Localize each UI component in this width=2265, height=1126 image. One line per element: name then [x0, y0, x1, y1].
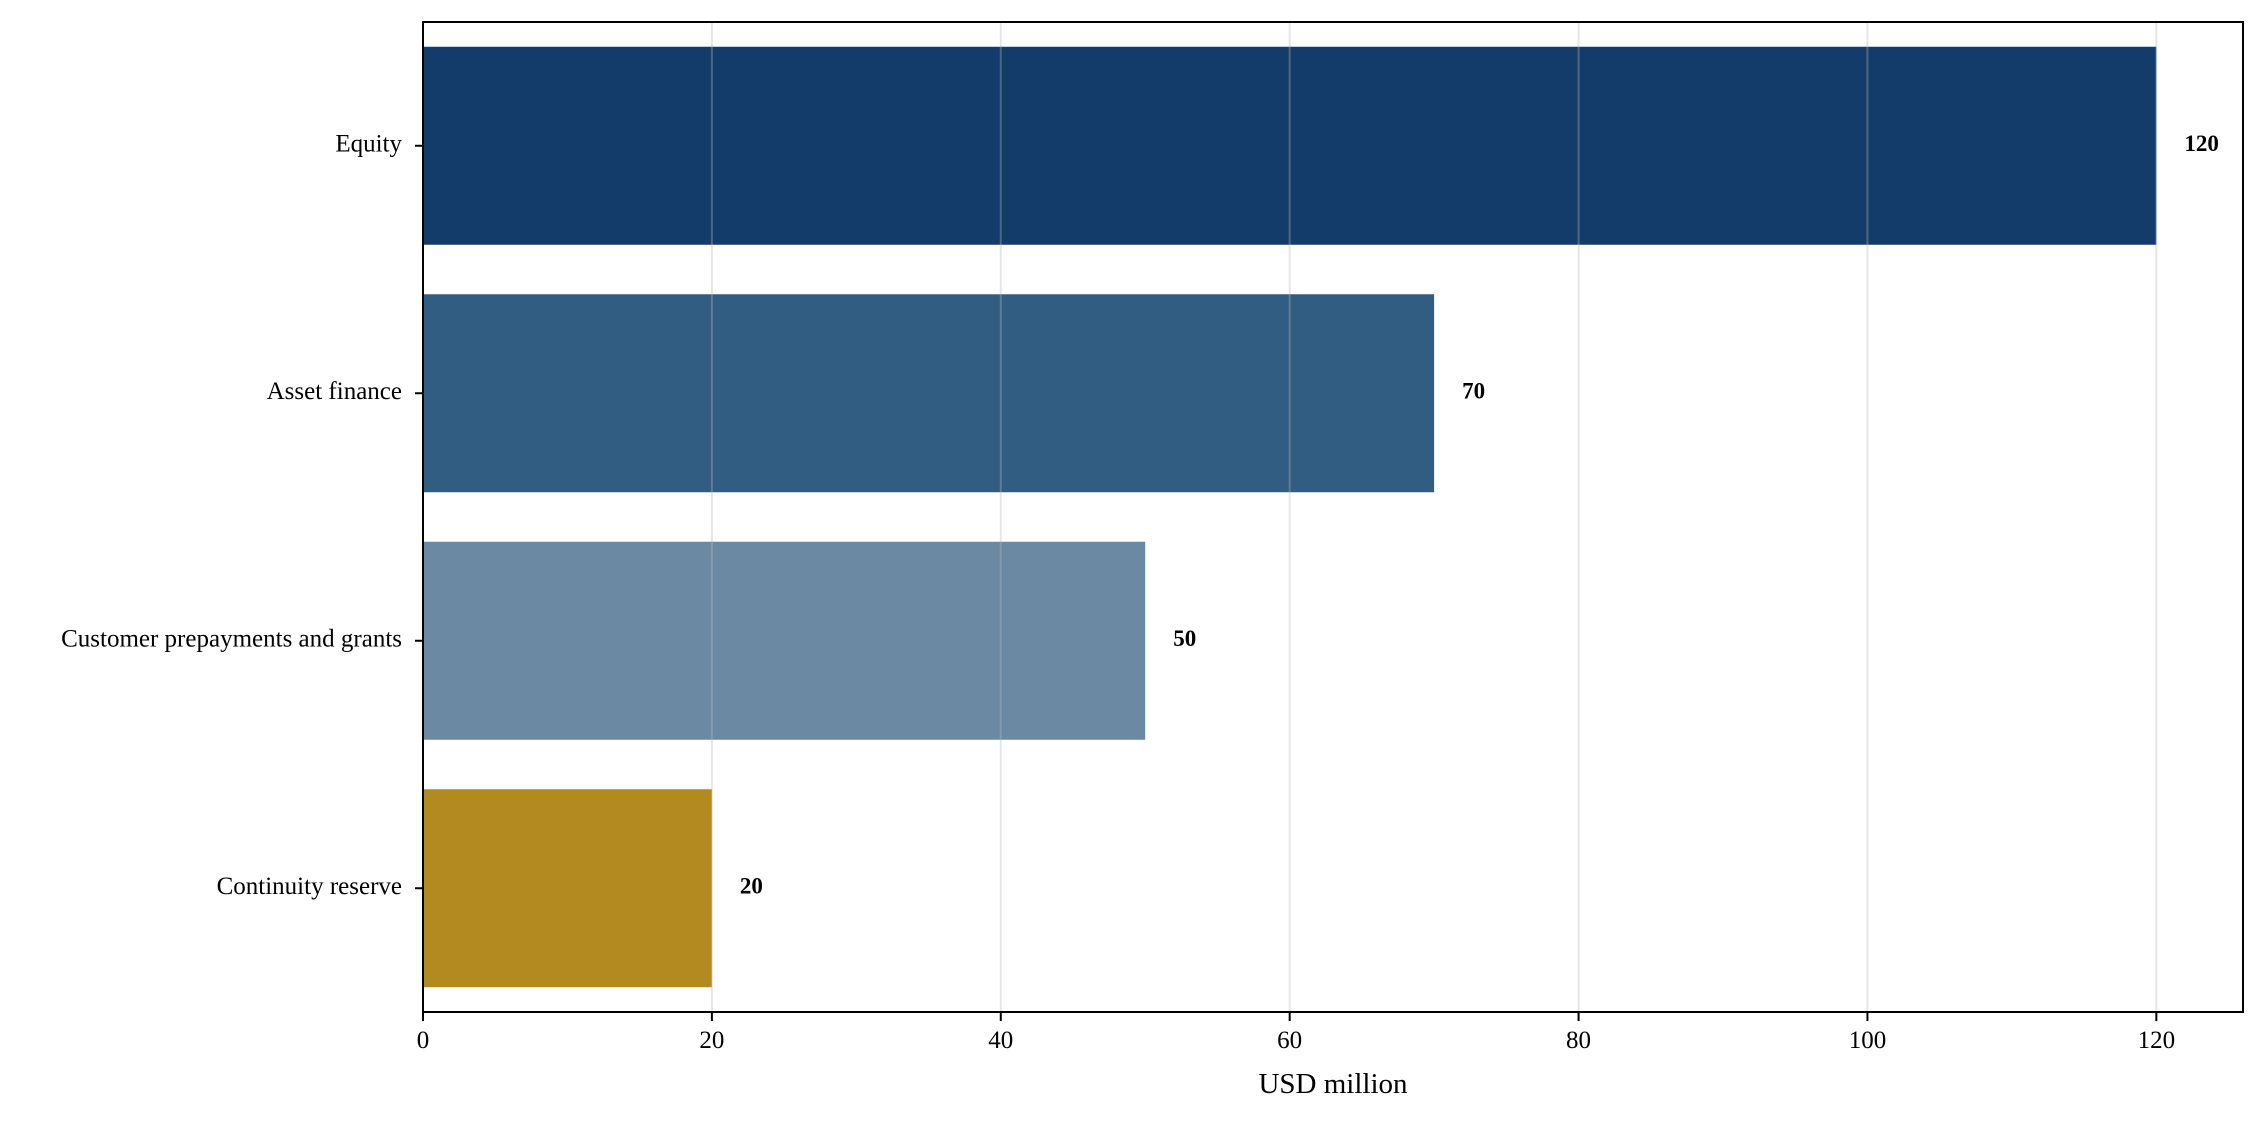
plot-frame — [422, 21, 2244, 1013]
bar-1 — [423, 294, 1435, 493]
x-tick-label-3: 60 — [1277, 1027, 1302, 1054]
category-label-0: Equity — [335, 130, 402, 157]
x-tick-label-4: 80 — [1566, 1027, 1591, 1054]
bar-3 — [423, 789, 712, 988]
x-tick-label-1: 20 — [699, 1027, 724, 1054]
x-tick-label-0: 0 — [417, 1027, 430, 1054]
grid-lines — [710, 22, 2158, 1012]
category-label-2: Customer prepayments and grants — [61, 625, 402, 652]
x-tick-label-2: 40 — [988, 1027, 1013, 1054]
bar-0 — [423, 46, 2157, 245]
value-label-3: 20 — [740, 874, 763, 899]
x-tick-label-6: 120 — [2138, 1027, 2176, 1054]
x-tick-label-5: 100 — [1849, 1027, 1887, 1054]
bars — [423, 46, 2157, 988]
x-axis-label: USD million — [1258, 1068, 1408, 1100]
category-label-1: Asset finance — [267, 378, 402, 405]
value-label-2: 50 — [1173, 626, 1196, 651]
category-label-3: Continuity reserve — [217, 873, 402, 900]
bar-2 — [423, 541, 1146, 740]
axes: Equity Asset finance Customer prepayments … — [61, 21, 2244, 1054]
value-label-1: 70 — [1462, 379, 1485, 404]
value-labels: 120 70 50 20 — [740, 131, 2219, 899]
value-label-0: 120 — [2184, 131, 2219, 156]
